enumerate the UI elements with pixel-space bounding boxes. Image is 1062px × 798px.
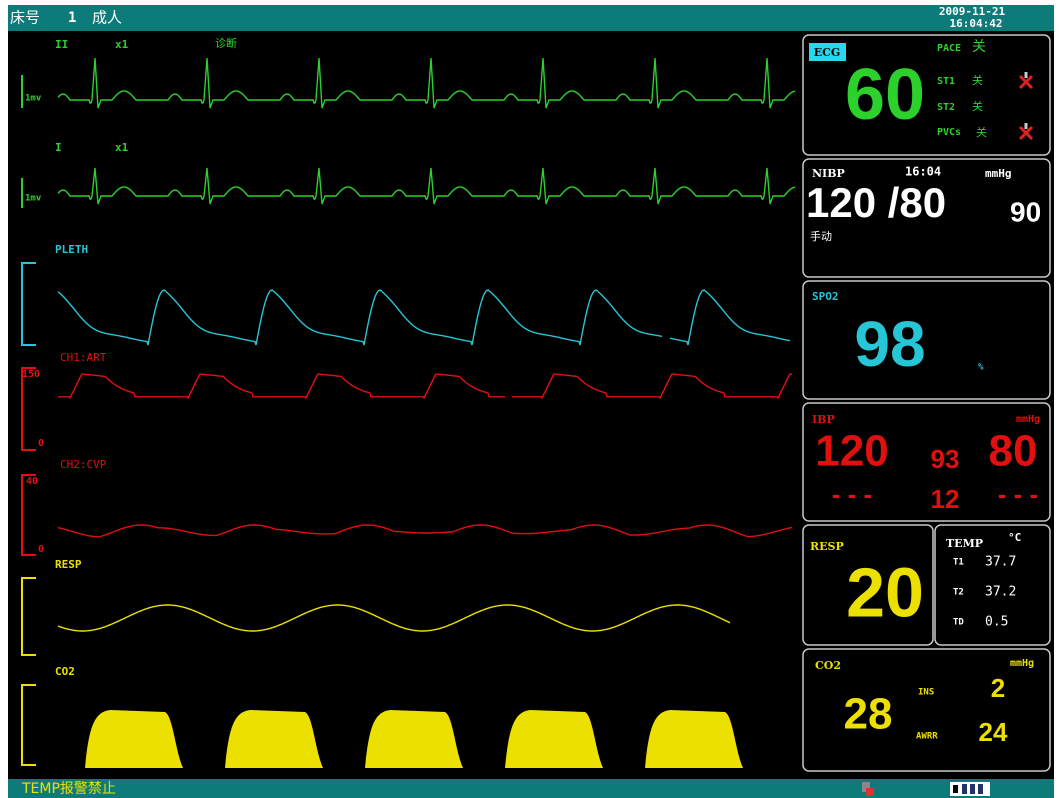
pleth-label: PLETH xyxy=(55,243,88,256)
ibp-unit: mmHg xyxy=(1016,414,1040,425)
alarm-off-icons xyxy=(1018,72,1034,141)
cvp-wave xyxy=(57,524,793,538)
date: 2009-11-21 xyxy=(939,5,1006,18)
network-icon xyxy=(862,782,874,796)
co2-panel xyxy=(802,648,1051,772)
ecg2-scale: 1mv xyxy=(25,94,42,104)
co2-wave-label: CO2 xyxy=(55,665,75,678)
co2-wave xyxy=(58,710,743,768)
art-bottom: 0 xyxy=(38,438,44,449)
nibp-mean: 90 xyxy=(1010,196,1041,227)
patient-type: 成人 xyxy=(92,9,122,27)
pvcs-state: 关 xyxy=(976,125,987,139)
ibp-ch1-dia: 80 xyxy=(989,427,1038,476)
t2-label: T2 xyxy=(953,588,964,598)
ibp-panel xyxy=(802,402,1051,522)
ecg1-lead: I xyxy=(55,141,62,154)
ins-value: 2 xyxy=(991,673,1005,703)
pvcs-label: PVCs xyxy=(937,127,961,138)
cvp-top: 40 xyxy=(26,476,38,487)
nibp-time: 16:04 xyxy=(905,165,941,179)
ibp-ch1-mean: 93 xyxy=(931,444,960,474)
bed-label: 床号 xyxy=(10,9,40,27)
top-bar xyxy=(8,5,1054,31)
temp-unit: °C xyxy=(1008,531,1021,544)
bed-number: 1 xyxy=(68,10,76,26)
scale-brackets xyxy=(21,75,36,766)
t1-value: 37.7 xyxy=(985,555,1016,570)
resp-value: 20 xyxy=(846,553,924,631)
resp-wave-label: RESP xyxy=(55,558,82,571)
temp-panel xyxy=(934,524,1051,646)
resp-wave xyxy=(57,604,731,632)
ecg-panel xyxy=(802,34,1051,156)
awrr-label: AWRR xyxy=(916,732,938,742)
ecg2-wave xyxy=(57,57,796,109)
nibp-label: NIBP xyxy=(812,167,845,180)
td-label: TD xyxy=(953,618,964,628)
resp-label: RESP xyxy=(810,540,844,553)
ibp-ch1-sys: 120 xyxy=(815,427,888,476)
t2-value: 37.2 xyxy=(985,585,1016,600)
spo2-label: SPO2 xyxy=(812,290,839,303)
bottom-bar xyxy=(8,779,1054,798)
art-label: CH1:ART xyxy=(60,351,107,364)
nibp-mode: 手动 xyxy=(810,229,832,243)
pleth-wave xyxy=(57,289,791,346)
clock: 16:04:42 xyxy=(950,17,1003,30)
cvp-bottom: 0 xyxy=(38,544,44,555)
ibp-ch2-dia: - - - xyxy=(998,479,1038,509)
temp-label: TEMP xyxy=(946,537,983,550)
nibp-unit: mmHg xyxy=(985,167,1012,180)
pace-label: PACE xyxy=(937,43,961,54)
ecg2-mode: 诊断 xyxy=(215,36,237,50)
pace-state: 关 xyxy=(972,39,986,55)
ins-label: INS xyxy=(918,688,934,698)
resp-panel xyxy=(802,524,934,646)
st1-label: ST1 xyxy=(937,76,955,87)
cvp-label: CH2:CVP xyxy=(60,458,107,471)
spo2-panel xyxy=(802,280,1051,400)
ecg1-wave xyxy=(57,167,796,205)
st2-state: 关 xyxy=(972,99,983,113)
nibp-sys-dia: 120 /80 xyxy=(806,179,946,226)
ibp-ch2-sys: - - - xyxy=(832,479,872,509)
ecg-tag xyxy=(809,43,846,61)
ecg1-scale: 1mv xyxy=(25,194,42,204)
ecg-label: ECG xyxy=(814,46,841,59)
co2-label: CO2 xyxy=(815,659,841,672)
awrr-value: 24 xyxy=(979,717,1008,747)
spo2-value: 98 xyxy=(854,308,925,380)
ecg1-gain: x1 xyxy=(115,141,129,154)
st2-label: ST2 xyxy=(937,102,955,113)
t1-label: T1 xyxy=(953,558,964,568)
heart-rate: 60 xyxy=(845,55,925,135)
etco2-value: 28 xyxy=(844,690,893,739)
ibp-label: IBP xyxy=(812,413,835,426)
ecg2-gain: x1 xyxy=(115,38,129,51)
ibp-ch2-mean: 12 xyxy=(931,484,960,514)
ecg2-lead: II xyxy=(55,38,68,51)
co2-unit: mmHg xyxy=(1010,658,1034,669)
td-value: 0.5 xyxy=(985,615,1008,630)
battery-icon xyxy=(950,782,990,796)
st1-state: 关 xyxy=(972,73,983,87)
art-wave xyxy=(58,373,793,400)
footer-message: TEMP报警禁止 xyxy=(21,781,116,797)
spo2-unit: % xyxy=(978,363,984,373)
nibp-panel xyxy=(802,158,1051,278)
art-top: 150 xyxy=(22,369,40,380)
